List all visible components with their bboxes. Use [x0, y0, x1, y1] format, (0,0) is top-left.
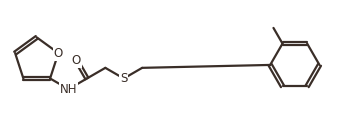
Text: O: O: [72, 54, 81, 67]
Text: NH: NH: [60, 83, 77, 96]
Text: S: S: [120, 72, 127, 85]
Text: O: O: [54, 47, 63, 60]
